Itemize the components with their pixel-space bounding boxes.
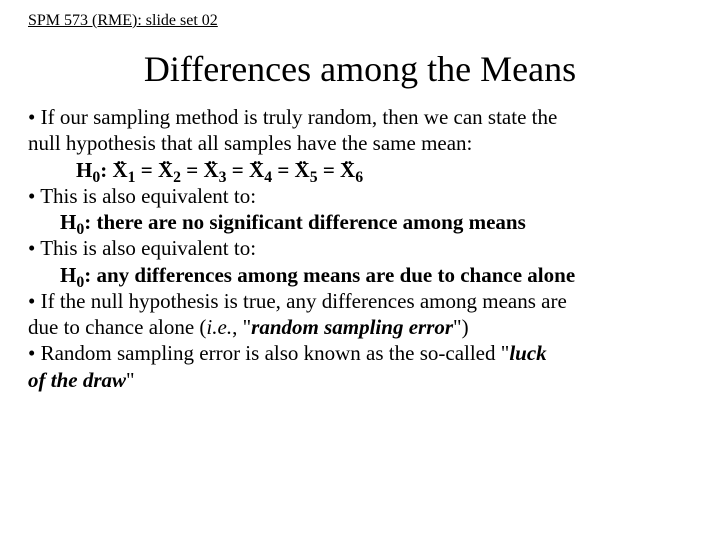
slide-body: • If our sampling method is truly random… [28, 104, 692, 393]
bullet-4-line-b: due to chance alone (i.e., "random sampl… [28, 314, 692, 340]
term-luck: luck [509, 341, 546, 365]
bullet-5-line-b: of the draw" [28, 367, 692, 393]
xbar-icon: X [340, 157, 355, 183]
h0-label: H0: [76, 158, 112, 182]
xbar-icon: X [249, 157, 264, 183]
xbar-icon: X [112, 157, 127, 183]
bullet-3: • This is also equivalent to: [28, 235, 692, 261]
bullet-1-line-a: • If our sampling method is truly random… [28, 104, 692, 130]
bullet-4-line-a: • If the null hypothesis is true, any di… [28, 288, 692, 314]
slide-header: SPM 573 (RME): slide set 02 [28, 12, 692, 30]
bullet-5-line-a: • Random sampling error is also known as… [28, 340, 692, 366]
xbar-icon: X [295, 157, 310, 183]
hypothesis-b: H0: there are no significant difference … [28, 209, 692, 235]
slide: SPM 573 (RME): slide set 02 Differences … [0, 0, 720, 540]
xbar-icon: X [158, 157, 173, 183]
hypothesis-c: H0: any differences among means are due … [28, 262, 692, 288]
bullet-2: • This is also equivalent to: [28, 183, 692, 209]
xbar-icon: X [204, 157, 219, 183]
hypothesis-equation: H0: X1 = X2 = X3 = X4 = X5 = X6 [28, 157, 692, 183]
slide-title: Differences among the Means [28, 48, 692, 90]
term-random-sampling-error: random sampling error [251, 315, 453, 339]
